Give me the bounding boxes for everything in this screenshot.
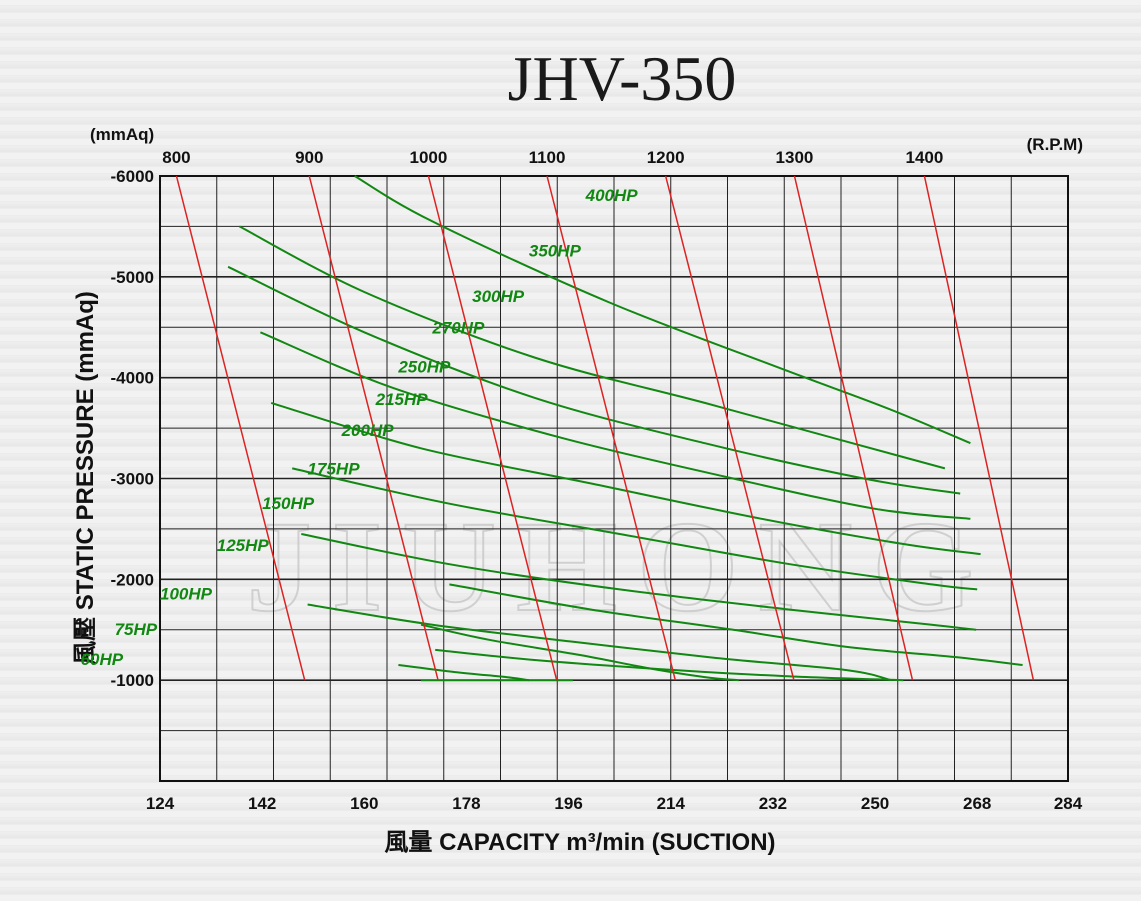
x-tick-label: 268	[963, 794, 991, 813]
rpm-line-900	[308, 175, 439, 681]
x-tick-label: 250	[861, 794, 889, 813]
y-tick-label: -4000	[111, 369, 154, 388]
hp-curve-250HP	[270, 401, 981, 556]
y-tick-label: -6000	[111, 167, 154, 186]
hp-curve-200HP	[301, 533, 977, 631]
hp-label-300HP: 300HP	[472, 287, 525, 306]
hp-label-350HP: 350HP	[529, 242, 582, 261]
hp-label-60HP: 60HP	[81, 650, 124, 669]
hp-label-175HP: 175HP	[308, 459, 361, 478]
y-tick-label: -3000	[111, 470, 154, 489]
hp-curve-400HP	[354, 175, 971, 445]
chart-title: JHV-350	[508, 43, 737, 114]
rpm-label-1100: 1100	[529, 148, 566, 167]
x-tick-label: 196	[554, 794, 582, 813]
rpm-label-1200: 1200	[647, 148, 685, 167]
hp-label-150HP: 150HP	[262, 494, 315, 513]
hp-curve-150HP	[449, 583, 1023, 666]
hp-curve-75HP	[398, 664, 530, 682]
hp-curve-270HP	[260, 331, 971, 520]
rpm-line-1000	[427, 175, 558, 681]
hp-curve-300HP	[227, 265, 961, 495]
hp-label-250HP: 250HP	[397, 358, 451, 377]
x-tick-label: 160	[350, 794, 378, 813]
hp-curve-175HP	[307, 603, 892, 682]
plot-area: JIUHONG 124 142 160 178 196 214 232 250 268 284 -60…	[81, 148, 1083, 813]
hp-label-75HP: 75HP	[115, 620, 158, 639]
hp-curve-350HP	[238, 225, 946, 470]
rpm-line-1400	[923, 175, 1035, 681]
y-tick-label: -1000	[111, 671, 154, 690]
x-tick-label: 214	[657, 794, 686, 813]
hp-curve-215HP	[291, 467, 978, 591]
rpm-label-1300: 1300	[776, 148, 814, 167]
hp-curve-100HP	[420, 623, 739, 682]
rpm-line-1300	[793, 175, 914, 681]
x-tick-label: 178	[452, 794, 480, 813]
hp-label-270HP: 270HP	[431, 318, 485, 337]
rpm-label-1000: 1000	[410, 148, 448, 167]
watermark: JIUHONG	[247, 495, 994, 639]
x-tick-label: 232	[759, 794, 787, 813]
hp-label-200HP: 200HP	[341, 421, 395, 440]
y-tick-label: -2000	[111, 570, 154, 589]
y-tick-label: -5000	[111, 268, 154, 287]
x-tick-label: 142	[248, 794, 276, 813]
hp-label-215HP: 215HP	[375, 390, 429, 409]
rpm-label-1400: 1400	[906, 148, 944, 167]
hp-label-125HP: 125HP	[217, 536, 270, 555]
x-tick-label: 124	[146, 794, 175, 813]
rpm-unit-label: (R.P.M)	[1027, 135, 1083, 154]
rpm-line-1200	[664, 175, 795, 681]
rpm-line-800	[175, 175, 306, 681]
plot-frame	[159, 175, 1069, 782]
hp-label-400HP: 400HP	[585, 186, 639, 205]
x-tick-label: 284	[1054, 794, 1083, 813]
rpm-line-1100	[546, 175, 677, 681]
rpm-label-900: 900	[295, 148, 323, 167]
y-axis-title: 風壓 STATIC PRESSURE (mmAq)	[72, 291, 99, 665]
y-unit-label: (mmAq)	[90, 125, 154, 144]
rpm-label-800: 800	[162, 148, 190, 167]
x-axis-title: 風量 CAPACITY m³/min (SUCTION)	[384, 829, 775, 856]
hp-label-100HP: 100HP	[160, 585, 213, 604]
